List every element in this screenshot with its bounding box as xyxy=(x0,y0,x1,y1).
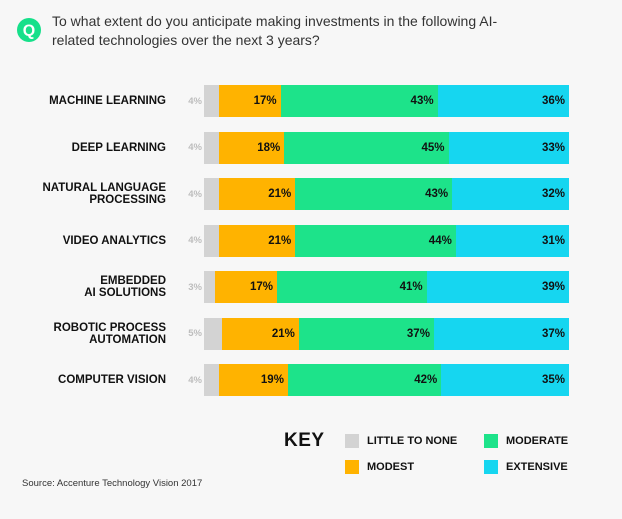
legend-swatch-moderate xyxy=(484,434,498,448)
stacked-bar: 21% 43% 32% xyxy=(204,178,569,210)
category-label: DEEP LEARNING xyxy=(71,141,166,154)
legend-item-modest: MODEST xyxy=(345,460,414,474)
bar-segment-extensive: 32% xyxy=(452,178,569,210)
legend-swatch-extensive xyxy=(484,460,498,474)
legend-label-moderate: MODERATE xyxy=(506,435,569,447)
bar-segment-moderate: 43% xyxy=(295,178,453,210)
bar-segment-moderate: 43% xyxy=(280,85,438,117)
little-to-none-value-label: 5% xyxy=(188,328,202,339)
bar-segment-little-to-none xyxy=(204,131,219,164)
category-label: ROBOTIC PROCESS AUTOMATION xyxy=(53,321,166,346)
legend-swatch-little-to-none xyxy=(345,434,359,448)
legend-item-little-to-none: LITTLE TO NONE xyxy=(345,434,457,448)
bar-segment-extensive: 35% xyxy=(441,364,569,396)
stacked-bar: 18% 45% 33% xyxy=(204,131,569,164)
stacked-bar: 17% 41% 39% xyxy=(204,271,569,303)
bar-segment-little-to-none xyxy=(204,317,223,350)
bar-segment-extensive: 36% xyxy=(437,85,569,117)
category-label: NATURAL LANGUAGE PROCESSING xyxy=(42,182,166,206)
category-label: EMBEDDED AI SOLUTIONS xyxy=(84,275,166,299)
bar-row-video-analytics: VIDEO ANALYTICS 4% 21% 44% 31% xyxy=(0,224,622,257)
bar-segment-modest: 21% xyxy=(218,178,296,210)
q-icon: Q xyxy=(17,18,41,42)
question-text: To what extent do you anticipate making … xyxy=(52,13,498,48)
svg-text:Q: Q xyxy=(23,23,35,40)
bar-segment-extensive: 33% xyxy=(448,131,569,164)
legend-label-extensive: EXTENSIVE xyxy=(506,461,568,473)
legend-item-moderate: MODERATE xyxy=(484,434,568,448)
bar-row-computer-vision: COMPUTER VISION 4% 19% 42% 35% xyxy=(0,364,622,396)
stacked-bar: 21% 37% 37% xyxy=(204,317,569,350)
stacked-bar: 19% 42% 35% xyxy=(204,364,569,396)
category-label: MACHINE LEARNING xyxy=(49,95,166,107)
bar-segment-extensive: 39% xyxy=(426,271,569,303)
bar-segment-moderate: 37% xyxy=(298,317,434,350)
bar-segment-little-to-none xyxy=(204,224,219,257)
bar-row-embedded-ai-solutions: EMBEDDED AI SOLUTIONS 3% 17% 41% 39% xyxy=(0,271,622,303)
legend-label-modest: MODEST xyxy=(367,461,415,473)
little-to-none-value-label: 3% xyxy=(188,281,202,293)
bar-segment-extensive: 37% xyxy=(433,317,569,350)
little-to-none-value-label: 4% xyxy=(188,95,202,107)
little-to-none-value-label: 4% xyxy=(188,142,202,153)
stacked-bar-chart: MACHINE LEARNING 4% 17% 43% 36% DEEP LEARNING… xyxy=(0,84,622,414)
bar-row-deep-learning: DEEP LEARNING 4% 18% 45% 33% xyxy=(0,131,622,164)
bar-segment-little-to-none xyxy=(204,178,219,210)
legend-label-little-to-none: LITTLE TO NONE xyxy=(367,435,458,447)
bar-segment-extensive: 31% xyxy=(455,224,569,257)
bar-segment-modest: 19% xyxy=(218,364,288,396)
bar-segment-moderate: 42% xyxy=(287,364,442,396)
stacked-bar: 17% 43% 36% xyxy=(204,85,569,117)
bar-segment-modest: 21% xyxy=(218,224,296,257)
category-label: VIDEO ANALYTICS xyxy=(62,234,166,247)
category-label: COMPUTER VISION xyxy=(58,374,166,386)
stacked-bar: 21% 44% 31% xyxy=(204,224,569,257)
bar-segment-moderate: 41% xyxy=(276,271,427,303)
legend-swatch-modest xyxy=(345,460,359,474)
bar-segment-little-to-none xyxy=(204,271,215,303)
bar-segment-modest: 21% xyxy=(222,317,299,350)
bar-segment-modest: 17% xyxy=(214,271,277,303)
bar-segment-little-to-none xyxy=(204,85,219,117)
little-to-none-value-label: 4% xyxy=(188,235,202,246)
bar-segment-modest: 18% xyxy=(218,131,285,164)
little-to-none-value-label: 4% xyxy=(188,188,202,200)
bar-row-robotic-process-automation: ROBOTIC PROCESS AUTOMATION 5% 21% 37% 37% xyxy=(0,317,622,350)
bar-segment-moderate: 45% xyxy=(284,131,449,164)
bar-row-machine-learning: MACHINE LEARNING 4% 17% 43% 36% xyxy=(0,85,622,117)
source-note: Source: Accenture Technology Vision 2017 xyxy=(22,478,203,489)
little-to-none-value-label: 4% xyxy=(188,374,202,386)
bar-segment-little-to-none xyxy=(204,364,219,396)
legend-title: KEY xyxy=(284,430,325,451)
bar-segment-modest: 17% xyxy=(218,85,281,117)
bar-segment-moderate: 44% xyxy=(295,224,456,257)
legend-item-extensive: EXTENSIVE xyxy=(484,460,568,474)
bar-row-natural-language-processing: NATURAL LANGUAGE PROCESSING 4% 21% 43% 32% xyxy=(0,178,622,210)
